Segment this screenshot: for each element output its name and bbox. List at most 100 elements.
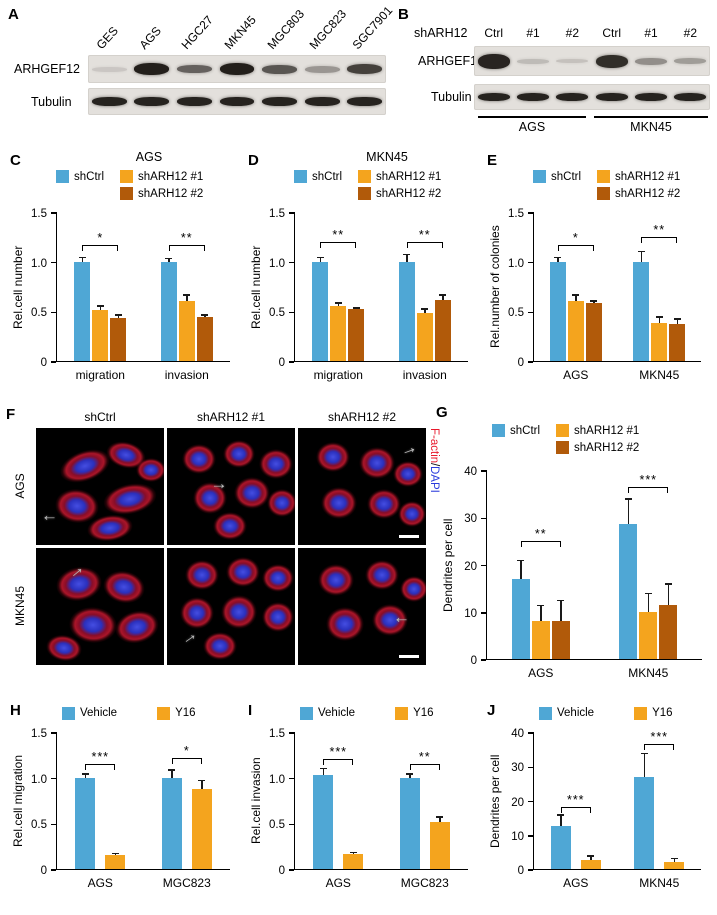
error-bar — [520, 559, 522, 579]
error-bar-cap — [587, 855, 595, 857]
bar — [343, 854, 364, 869]
legend-swatch — [597, 187, 611, 200]
significance-bracket — [641, 236, 678, 243]
bar — [434, 300, 451, 361]
y-tick — [289, 361, 294, 363]
legend-swatch — [556, 424, 570, 437]
error-bar-cap — [590, 300, 598, 302]
bar — [74, 261, 91, 361]
legend-item: Vehicle — [62, 704, 117, 722]
significance-label: * — [183, 743, 190, 758]
blot-band — [262, 64, 298, 74]
group-divider — [478, 116, 586, 118]
category-label: AGS — [87, 876, 113, 890]
bar — [567, 301, 584, 361]
legend-label: Y16 — [413, 707, 434, 719]
arrow-icon: → — [392, 612, 410, 632]
arrow-icon: → — [41, 511, 59, 531]
bar — [634, 776, 655, 869]
significance-label: * — [97, 230, 104, 245]
legend-item: Y16 — [157, 704, 196, 722]
micrograph-grid: → → → → → → — [36, 428, 426, 665]
y-tick — [528, 212, 533, 214]
significance-label: * — [572, 230, 579, 245]
error-bar — [575, 294, 577, 302]
y-axis-label: Rel.cell number — [11, 245, 25, 329]
significance-bracket — [520, 540, 561, 547]
y-tick — [481, 612, 486, 614]
legend-swatch — [294, 170, 307, 183]
category-label: AGS — [528, 666, 554, 680]
legend-swatch — [56, 170, 69, 183]
y-tick — [528, 311, 533, 314]
y-tick — [289, 311, 294, 314]
legend-item: shARH12 #1 — [556, 422, 639, 439]
error-bar — [406, 253, 408, 262]
blot-band — [556, 59, 589, 63]
plot-area: Rel.cell number * ** 0 0.5 1.0 1.5 migration i… — [11, 208, 230, 382]
legend: shCtrl shARH12 #1 shARH12 #2 — [56, 168, 203, 204]
legend: shCtrl shARH12 #1 shARH12 #2 — [294, 168, 441, 204]
cell-blob — [135, 458, 164, 483]
cell-blob — [397, 500, 426, 527]
significance-label: *** — [650, 730, 669, 744]
error-bar — [560, 814, 562, 827]
chart-title: MKN45 — [366, 150, 408, 164]
significance-label: ** — [332, 227, 345, 242]
bar — [639, 611, 658, 659]
legend-item: shARH12 #1 — [597, 168, 680, 185]
significance-label: ** — [534, 526, 547, 541]
category-label: MKN45 — [639, 368, 680, 382]
y-tick-label: 0 — [40, 357, 47, 369]
lane-label: #2 — [683, 26, 697, 40]
error-bar — [540, 604, 542, 622]
panel-b: B shARH12 Ctrl #1 #2 Ctrl #1 #2 ARHGEF12 Tubu… — [398, 0, 717, 148]
significance-bracket — [168, 244, 205, 251]
y-tick — [481, 659, 486, 661]
cell-blob — [213, 512, 248, 541]
y-tick-label: 10 — [511, 830, 524, 843]
cell-blob — [261, 601, 294, 632]
western-blot-tubulin — [88, 88, 386, 115]
error-bar-cap — [557, 814, 565, 816]
legend-item: shCtrl — [56, 168, 104, 185]
bar — [429, 822, 450, 869]
error-bar-cap — [316, 256, 324, 259]
plot-area: Dendrites per cell ** *** 0 10 20 30 40 AGS MKN… — [441, 466, 702, 680]
panel-d-letter: D — [248, 152, 259, 169]
y-tick-label: 20 — [511, 796, 524, 809]
legend-item: shARH12 #1 — [358, 168, 441, 185]
lane-label: MGC823 — [306, 6, 350, 53]
cell-blob — [315, 442, 350, 473]
legend-swatch — [539, 706, 552, 720]
blot-band — [262, 97, 298, 106]
y-tick-label: 0 — [278, 865, 285, 877]
row-label-mkn45: MKN45 — [13, 586, 27, 627]
panel-g-chart: G shCtrl shARH12 #1 shARH12 #2 Dendrites p… — [436, 402, 716, 694]
y-tick — [289, 732, 294, 734]
blot-band — [134, 97, 170, 106]
y-tick — [289, 823, 294, 826]
cell-blob — [100, 478, 160, 520]
y-tick — [289, 777, 294, 780]
legend: Vehicle Y16 — [487, 704, 713, 722]
lane-label: MKN45 — [221, 12, 259, 52]
y-tick-label: 0.5 — [508, 307, 524, 320]
significance-label: *** — [566, 793, 585, 808]
y-tick-label: 0 — [470, 655, 477, 667]
y-tick — [481, 564, 486, 567]
y-tick-label: 0 — [278, 357, 285, 369]
legend-swatch — [556, 441, 570, 454]
cell-blob — [112, 606, 163, 649]
cell-blob — [182, 444, 217, 475]
lane-label: MGC803 — [264, 6, 307, 53]
y-tick — [481, 517, 486, 519]
legend-label: Y16 — [652, 707, 673, 719]
error-bar-cap — [81, 773, 89, 775]
bar — [549, 261, 566, 361]
category-label: AGS — [325, 876, 351, 890]
category-label: AGS — [563, 368, 589, 382]
blot-band — [219, 97, 255, 106]
blot-row-label: Tubulin — [431, 90, 472, 104]
